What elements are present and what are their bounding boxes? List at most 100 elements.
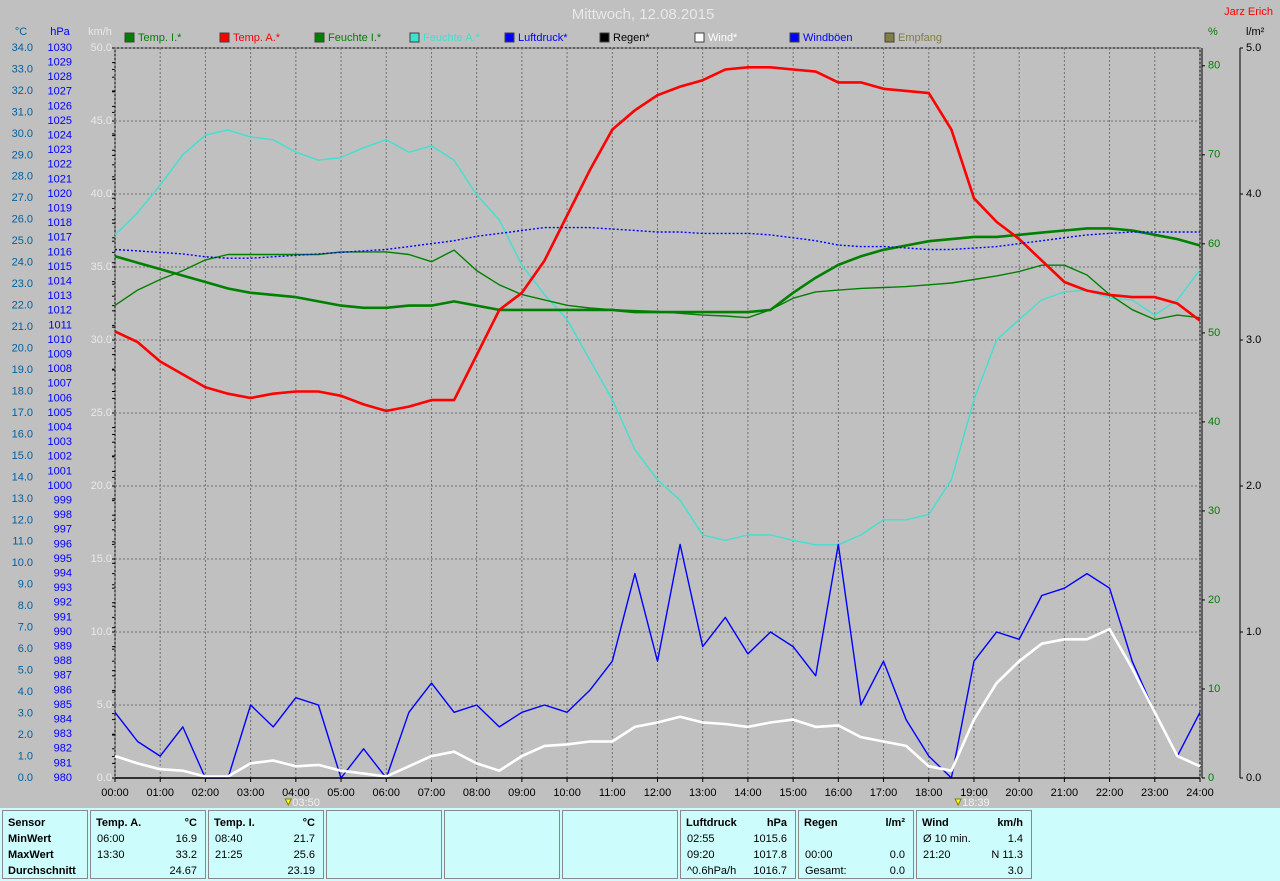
y-tick-label: 0.0 — [18, 772, 33, 784]
y-tick-label: 997 — [54, 524, 72, 536]
y-tick-label: 0.0 — [97, 772, 112, 784]
panel-title: Luftdruck — [686, 817, 737, 829]
y-tick-label: 1005 — [48, 407, 72, 419]
panel-title: Temp. A. — [96, 817, 142, 829]
y-tick-label: 13.0 — [12, 493, 33, 505]
y-tick-label: 987 — [54, 670, 72, 682]
y-tick-label: 1016 — [48, 246, 72, 258]
row-label: 08:40 — [215, 833, 243, 845]
y-tick-label: 1009 — [48, 349, 72, 361]
legend-label: Feuchte I.* — [328, 32, 382, 44]
x-tick-label: 14:00 — [734, 787, 762, 799]
y-tick-label: 24.0 — [12, 257, 33, 269]
y-tick-label: 1029 — [48, 57, 72, 69]
panel-unit: l/m² — [885, 817, 905, 829]
y-tick-label: 0 — [1208, 772, 1214, 784]
y-tick-label: 1019 — [48, 203, 72, 215]
panel-unit: km/h — [997, 817, 1023, 829]
y-tick-label: 981 — [54, 757, 72, 769]
y-tick-label: 3.0 — [1246, 334, 1261, 346]
y-tick-label: 20.0 — [12, 342, 33, 354]
chart-title: Mittwoch, 12.08.2015 — [572, 6, 715, 23]
y-tick-label: 35.0 — [91, 261, 112, 273]
legend-swatch — [789, 32, 800, 43]
x-tick-label: 17:00 — [870, 787, 898, 799]
legend-label: Temp. A.* — [233, 32, 281, 44]
y-tick-label: 23.0 — [12, 278, 33, 290]
legend-label: Empfang — [898, 32, 942, 44]
y-tick-label: 998 — [54, 509, 72, 521]
sensor-row-label: Durchschnitt — [8, 865, 76, 877]
y-tick-label: 15.0 — [12, 450, 33, 462]
y-tick-label: 1024 — [48, 130, 72, 142]
y-tick-label: 9.0 — [18, 579, 33, 591]
y-tick-label: 986 — [54, 684, 72, 696]
y-tick-label: 19.0 — [12, 364, 33, 376]
series-line — [114, 627, 1201, 778]
x-tick-label: 11:00 — [599, 787, 626, 799]
legend-label: Feuchte A.* — [423, 32, 481, 44]
y-tick-label: 992 — [54, 597, 72, 609]
stats-box — [326, 810, 442, 879]
y-tick-label: 993 — [54, 582, 72, 594]
panel-title: Regen — [804, 817, 838, 829]
x-tick-label: 19:00 — [960, 787, 988, 799]
x-tick-label: 16:00 — [825, 787, 853, 799]
row-label: 09:20 — [687, 849, 715, 861]
y-tick-label: 983 — [54, 728, 72, 740]
y-tick-label: 1030 — [48, 42, 72, 54]
y-tick-label: 50.0 — [91, 42, 112, 54]
y-tick-label: 1000 — [48, 480, 72, 492]
y-tick-label: 10.0 — [91, 626, 112, 638]
y-tick-label: 1008 — [48, 363, 72, 375]
row-value: 3.0 — [1007, 865, 1023, 877]
y-tick-label: 7.0 — [18, 622, 33, 634]
y-tick-label: 3.0 — [18, 707, 33, 719]
y-tick-label: 29.0 — [12, 149, 33, 161]
series-line — [114, 226, 1200, 259]
y-tick-label: 18.0 — [12, 385, 33, 397]
y-tick-label: 988 — [54, 655, 72, 667]
y-tick-label: 12.0 — [12, 514, 33, 526]
panel-unit: °C — [184, 817, 197, 829]
y-tick-label: 1025 — [48, 115, 72, 127]
axis-unit: % — [1208, 26, 1218, 38]
row-label: Gesamt: — [805, 865, 847, 877]
y-tick-label: 21.0 — [12, 321, 33, 333]
series-line — [114, 543, 1201, 779]
legend-label: Luftdruck* — [518, 32, 568, 44]
y-tick-label: 1020 — [48, 188, 72, 200]
y-tick-label: 30 — [1208, 505, 1220, 517]
y-tick-label: 1022 — [48, 159, 72, 171]
y-tick-label: 10 — [1208, 683, 1220, 695]
panel-unit: °C — [302, 817, 315, 829]
x-tick-label: 13:00 — [689, 787, 717, 799]
x-tick-label: 15:00 — [779, 787, 807, 799]
legend-swatch — [694, 32, 705, 43]
y-tick-label: 5.0 — [97, 699, 112, 711]
y-tick-label: 1021 — [48, 173, 72, 185]
y-tick-label: 1010 — [48, 334, 72, 346]
sun-marker-label: 18:39 — [962, 797, 990, 808]
y-tick-label: 1015 — [48, 261, 72, 273]
y-tick-label: 0.0 — [1246, 772, 1261, 784]
row-label: 13:30 — [97, 849, 125, 861]
row-label: 21:25 — [215, 849, 243, 861]
stats-box — [444, 810, 560, 879]
legend-swatch — [409, 32, 420, 43]
y-tick-label: 1027 — [48, 86, 72, 98]
stats-box — [562, 810, 678, 879]
y-tick-label: 31.0 — [12, 106, 33, 118]
x-tick-label: 20:00 — [1005, 787, 1033, 799]
legend-label: Windböen — [803, 32, 853, 44]
legend-swatch — [504, 32, 515, 43]
x-tick-label: 10:00 — [553, 787, 581, 799]
y-tick-label: 25.0 — [12, 235, 33, 247]
stats-box: Temp. A. °C 06:00 16.9 13:30 33.2 24.67 — [90, 810, 206, 879]
series-line — [114, 66, 1201, 413]
y-tick-label: 34.0 — [12, 42, 33, 54]
y-tick-label: 990 — [54, 626, 72, 638]
row-value: 0.0 — [889, 865, 905, 877]
y-tick-label: 40.0 — [91, 188, 112, 200]
